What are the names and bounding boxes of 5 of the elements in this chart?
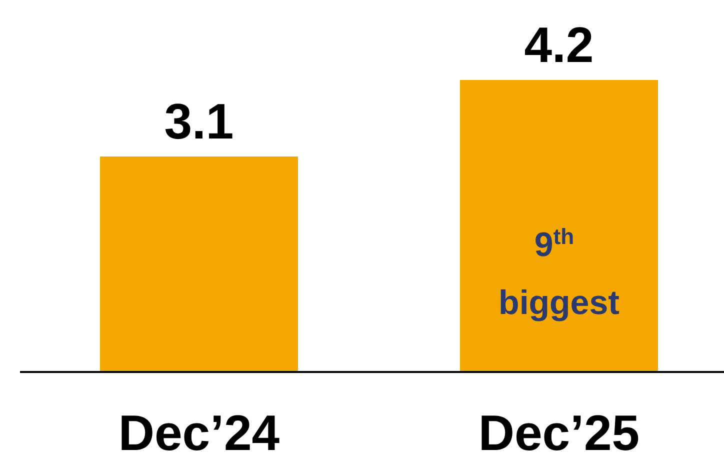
- text: 9$^{th}$ biggest: [498, 224, 620, 322]
- x-tick-label: Dec’25: [478, 405, 640, 459]
- x-tick-label: Dec’24: [118, 405, 280, 459]
- data-label: 3.1: [164, 93, 234, 150]
- data-label: 4.2: [524, 17, 594, 73]
